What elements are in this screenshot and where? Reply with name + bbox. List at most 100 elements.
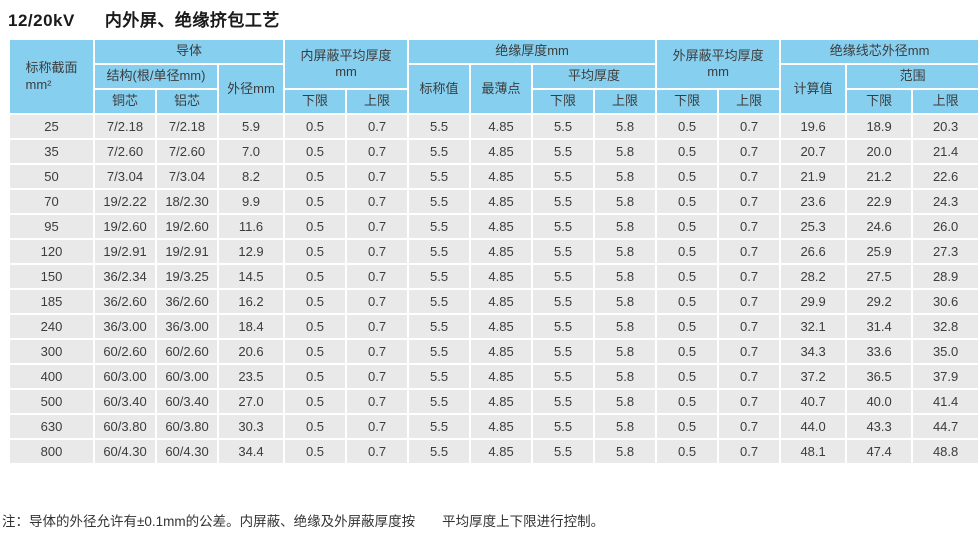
title-text: 内外屏、绝缘挤包工艺 bbox=[104, 11, 280, 30]
table-cell: 0.7 bbox=[345, 113, 410, 140]
table-cell: 5.5 bbox=[407, 338, 472, 365]
table-cell: 0.7 bbox=[345, 163, 410, 190]
table-cell: 800 bbox=[8, 438, 95, 465]
table-cell: 60/3.80 bbox=[155, 413, 219, 440]
table-row: 630 60/3.80 60/3.80 30.3 0.5 0.7 5.5 4.85 5.5 5.8… bbox=[8, 413, 980, 440]
table-cell: 5.5 bbox=[407, 188, 472, 215]
table-cell: 5.5 bbox=[531, 163, 596, 190]
table-cell: 23.6 bbox=[779, 188, 848, 215]
table-cell: 0.7 bbox=[345, 188, 410, 215]
table-cell: 44.7 bbox=[911, 413, 980, 440]
table-cell: 0.7 bbox=[717, 238, 782, 265]
table-cell: 0.7 bbox=[717, 138, 782, 165]
table-cell: 0.7 bbox=[345, 413, 410, 440]
col-header-structure: 结构(根/单径mm) bbox=[93, 63, 219, 90]
table-cell: 5.5 bbox=[531, 438, 596, 465]
table-cell: 7/2.60 bbox=[93, 138, 157, 165]
table-cell: 36/3.00 bbox=[93, 313, 157, 340]
table-cell: 0.7 bbox=[717, 113, 782, 140]
table-cell: 5.5 bbox=[407, 163, 472, 190]
table-cell: 5.8 bbox=[593, 413, 658, 440]
col-header-calculated-value: 计算值 bbox=[779, 63, 848, 115]
table-cell: 25 bbox=[8, 113, 95, 140]
table-cell: 19.6 bbox=[779, 113, 848, 140]
table-cell: 23.5 bbox=[216, 363, 286, 390]
table-cell: 5.8 bbox=[593, 138, 658, 165]
spec-table: 标称截面 mm² 导体 内屏蔽平均厚度 mm 绝缘厚度mm 外屏蔽平均厚度 mm… bbox=[8, 38, 980, 465]
table-cell: 4.85 bbox=[469, 413, 534, 440]
table-cell: 24.6 bbox=[845, 213, 914, 240]
table-cell: 20.3 bbox=[911, 113, 980, 140]
col-header-avg-upper: 上限 bbox=[593, 88, 658, 115]
table-cell: 37.9 bbox=[911, 363, 980, 390]
table-cell: 0.5 bbox=[655, 438, 720, 465]
table-cell: 0.5 bbox=[655, 238, 720, 265]
table-cell: 0.5 bbox=[655, 288, 720, 315]
table-cell: 60/4.30 bbox=[93, 438, 157, 465]
col-header-inner-shield-lower: 下限 bbox=[283, 88, 348, 115]
table-cell: 5.5 bbox=[407, 438, 472, 465]
table-cell: 16.2 bbox=[216, 288, 286, 315]
table-cell: 14.5 bbox=[216, 263, 286, 290]
table-cell: 0.7 bbox=[345, 288, 410, 315]
table-cell: 5.8 bbox=[593, 388, 658, 415]
table-cell: 40.7 bbox=[779, 388, 848, 415]
col-header-range-lower: 下限 bbox=[845, 88, 914, 115]
table-cell: 4.85 bbox=[469, 363, 534, 390]
title-voltage: 12/20kV bbox=[8, 11, 75, 30]
table-cell: 0.5 bbox=[283, 313, 348, 340]
table-cell: 28.9 bbox=[911, 263, 980, 290]
table-cell: 0.7 bbox=[717, 213, 782, 240]
table-cell: 33.6 bbox=[845, 338, 914, 365]
header-row-3: 铜芯 铝芯 下限 上限 下限 上限 下限 上限 下限 上限 bbox=[9, 88, 980, 115]
table-cell: 0.7 bbox=[345, 438, 410, 465]
col-header-range-upper: 上限 bbox=[911, 88, 980, 115]
table-cell: 40.0 bbox=[845, 388, 914, 415]
table-cell: 26.0 bbox=[911, 213, 980, 240]
table-cell: 95 bbox=[8, 213, 95, 240]
table-cell: 0.5 bbox=[283, 238, 348, 265]
table-cell: 4.85 bbox=[469, 138, 534, 165]
table-cell: 19/2.22 bbox=[93, 188, 157, 215]
table-cell: 60/3.40 bbox=[155, 388, 219, 415]
header-row-2: 结构(根/单径mm) 外径mm 标称值 最薄点 平均厚度 计算值 范围 bbox=[9, 63, 980, 115]
table-cell: 5.5 bbox=[407, 288, 472, 315]
table-cell: 0.5 bbox=[283, 388, 348, 415]
table-cell: 4.85 bbox=[469, 163, 534, 190]
table-cell: 19/3.25 bbox=[155, 263, 219, 290]
col-header-outer-shield: 外屏蔽平均厚度 mm bbox=[655, 38, 782, 90]
table-cell: 5.5 bbox=[531, 263, 596, 290]
table-cell: 27.0 bbox=[216, 388, 286, 415]
table-cell: 4.85 bbox=[469, 238, 534, 265]
table-cell: 5.8 bbox=[593, 113, 658, 140]
table-row: 95 19/2.60 19/2.60 11.6 0.5 0.7 5.5 4.85 5.5 5.8 0… bbox=[8, 213, 980, 240]
table-cell: 5.5 bbox=[407, 388, 472, 415]
table-cell: 240 bbox=[8, 313, 95, 340]
table-cell: 4.85 bbox=[469, 213, 534, 240]
table-cell: 500 bbox=[8, 388, 95, 415]
table-cell: 48.8 bbox=[911, 438, 980, 465]
table-cell: 4.85 bbox=[469, 313, 534, 340]
table-row: 25 7/2.18 7/2.18 5.9 0.5 0.7 5.5 4.85 5.5 5.8 0.5 0… bbox=[8, 113, 980, 140]
table-cell: 36/2.60 bbox=[93, 288, 157, 315]
table-cell: 7/2.18 bbox=[155, 113, 219, 140]
table-cell: 24.3 bbox=[911, 188, 980, 215]
table-cell: 0.5 bbox=[655, 338, 720, 365]
table-cell: 31.4 bbox=[845, 313, 914, 340]
table-cell: 0.7 bbox=[345, 238, 410, 265]
table-cell: 60/3.00 bbox=[93, 363, 157, 390]
table-cell: 0.5 bbox=[283, 263, 348, 290]
table-row: 800 60/4.30 60/4.30 34.4 0.5 0.7 5.5 4.85 5.5 5.8… bbox=[8, 438, 980, 465]
table-cell: 20.6 bbox=[216, 338, 286, 365]
table-cell: 5.8 bbox=[593, 263, 658, 290]
table-cell: 34.3 bbox=[779, 338, 848, 365]
table-cell: 5.5 bbox=[531, 288, 596, 315]
table-cell: 5.8 bbox=[593, 188, 658, 215]
table-cell: 5.5 bbox=[407, 113, 472, 140]
table-cell: 60/2.60 bbox=[155, 338, 219, 365]
table-cell: 44.0 bbox=[779, 413, 848, 440]
table-cell: 0.5 bbox=[283, 288, 348, 315]
table-cell: 5.8 bbox=[593, 313, 658, 340]
table-row: 35 7/2.60 7/2.60 7.0 0.5 0.7 5.5 4.85 5.5 5.8 0.5 0… bbox=[8, 138, 980, 165]
table-cell: 5.5 bbox=[531, 338, 596, 365]
